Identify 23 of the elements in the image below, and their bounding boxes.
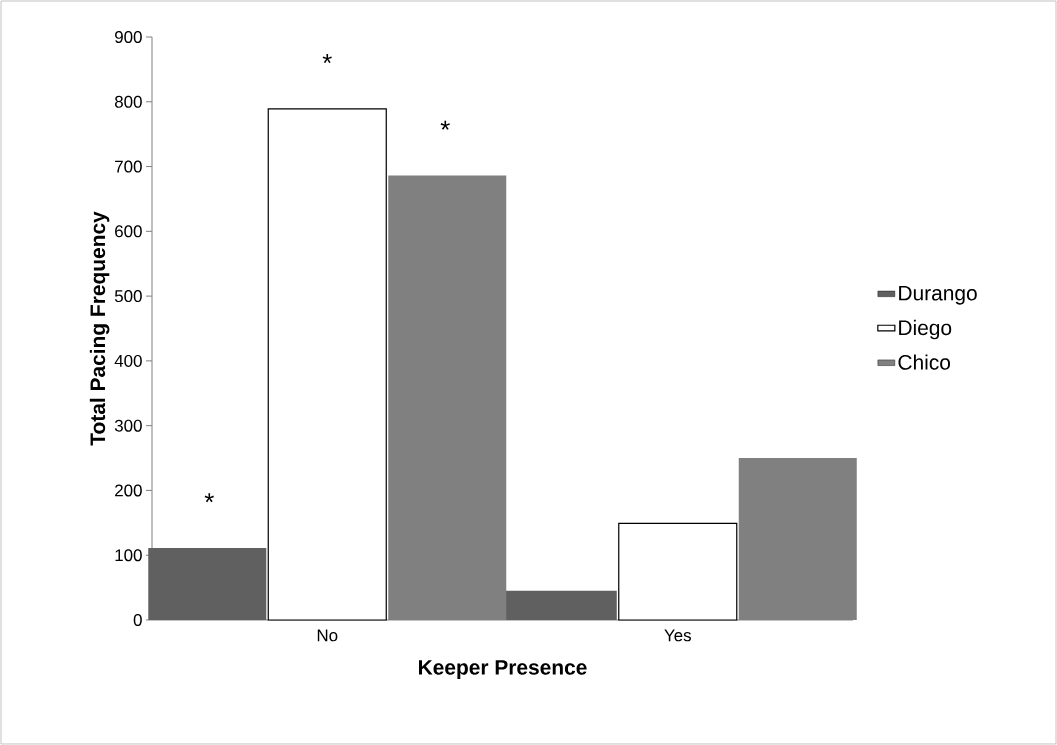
annotation: * (204, 493, 214, 503)
bar (618, 522, 738, 621)
bar (267, 108, 387, 621)
x-tick-label: No (317, 629, 338, 642)
y-tick-label: 700 (115, 160, 142, 173)
legend-label: Chico (898, 354, 951, 370)
y-tick-label: 0 (133, 613, 142, 626)
y-tick-label: 200 (115, 484, 142, 497)
bar (148, 548, 267, 620)
y-tick-label: 300 (114, 419, 142, 432)
x-axis-title: Keeper Presence (419, 660, 587, 679)
y-tick-label: 100 (115, 549, 142, 562)
y-tick-label: 600 (115, 225, 142, 238)
y-tick-label: 400 (114, 354, 142, 367)
annotation: * (440, 120, 450, 130)
y-axis-title: Total Pacing Frequency (89, 211, 110, 446)
legend-label: Durango (899, 285, 977, 305)
y-tick-label: 900 (115, 31, 142, 43)
annotation: * (322, 53, 332, 64)
x-tick-label: Yes (664, 629, 691, 642)
y-tick-label: 800 (114, 95, 142, 108)
y-tick-label: 500 (114, 290, 142, 303)
legend-label: Diego (899, 319, 952, 340)
